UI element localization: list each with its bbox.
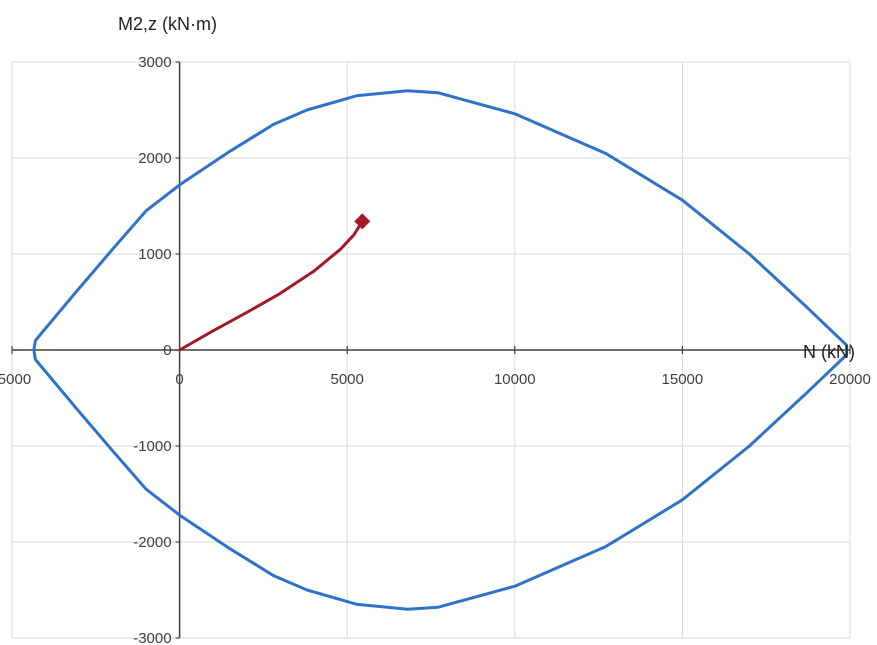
y-tick-label: -3000	[133, 630, 171, 645]
y-tick-label: 3000	[138, 54, 171, 71]
axes	[11, 61, 851, 639]
x-tick-label: 20000	[829, 371, 871, 388]
y-tick-label: 2000	[138, 150, 171, 167]
tick-labels: -500005000100001500020000-3000-2000-1000…	[0, 54, 871, 645]
x-tick-label: 0	[175, 371, 183, 388]
series-load-path	[178, 219, 364, 352]
y-tick-label: -2000	[133, 534, 171, 551]
y-axis-title: M2,z (kN·m)	[118, 14, 217, 34]
series-interaction-envelope	[32, 89, 849, 611]
x-tick-label: -5000	[0, 371, 31, 388]
y-tick-label: -1000	[133, 438, 171, 455]
plot-area	[32, 89, 849, 611]
data-point-design-point	[354, 213, 371, 230]
x-tick-label: 15000	[662, 371, 704, 388]
y-tick-label: 0	[163, 342, 171, 359]
y-tick-label: 1000	[138, 246, 171, 263]
x-tick-label: 5000	[331, 371, 364, 388]
x-axis-title: N (kN)	[803, 342, 855, 362]
x-tick-label: 10000	[494, 371, 536, 388]
